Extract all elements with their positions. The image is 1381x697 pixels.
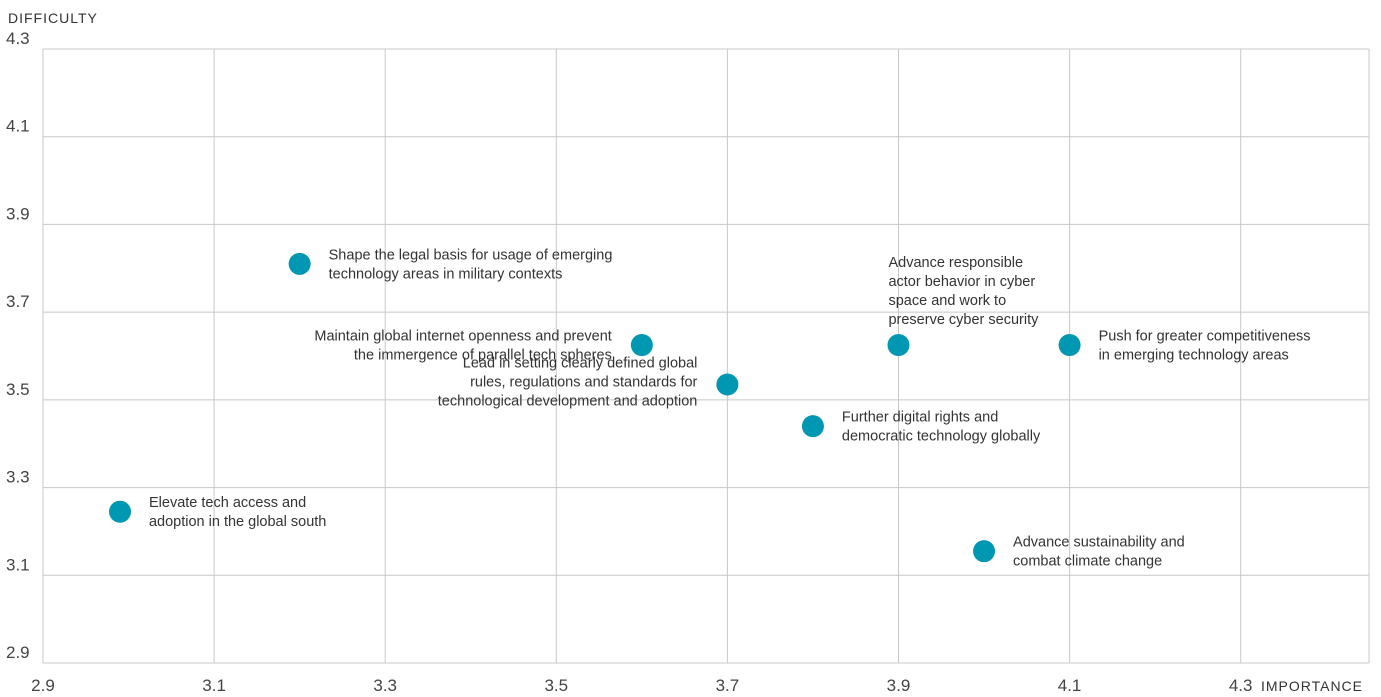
point-label-line: technological development and adoption <box>438 394 698 410</box>
data-points <box>108 252 1081 563</box>
grid <box>42 48 1370 664</box>
y-tick-label: 2.9 <box>6 643 30 662</box>
y-tick-label: 4.3 <box>6 29 30 48</box>
data-point <box>1058 334 1081 357</box>
x-tick-label: 3.7 <box>716 676 740 695</box>
data-point <box>288 252 311 275</box>
y-tick-label: 4.1 <box>6 117 30 136</box>
y-axis-title: DIFFICULTY <box>8 10 98 26</box>
y-tick-label: 3.7 <box>6 292 30 311</box>
point-label-line: the immergence of parallel tech spheres <box>354 348 612 364</box>
x-tick-label: 2.9 <box>31 676 55 695</box>
data-point <box>887 334 910 357</box>
x-tick-label: 3.9 <box>887 676 911 695</box>
point-label-line: Push for greater competitiveness <box>1099 329 1311 345</box>
x-tick-label: 4.3 <box>1229 676 1253 695</box>
point-label-line: preserve cyber security <box>888 312 1039 328</box>
y-tick-label: 3.1 <box>6 555 30 574</box>
point-labels: Shape the legal basis for usage of emerg… <box>149 247 1311 569</box>
x-tick-label: 3.1 <box>202 676 226 695</box>
point-label-line: rules, regulations and standards for <box>470 375 697 391</box>
point-label-line: technology areas in military contexts <box>329 266 563 282</box>
point-label-line: actor behavior in cyber <box>888 274 1035 290</box>
point-label-line: Elevate tech access and <box>149 495 306 511</box>
x-tick-label: 3.3 <box>373 676 397 695</box>
y-tick-label: 3.3 <box>6 468 30 487</box>
point-label-line: democratic technology globally <box>842 429 1041 445</box>
point-label-line: combat climate change <box>1013 554 1162 570</box>
point-label-line: Maintain global internet openness and pr… <box>314 329 611 345</box>
point-label-line: space and work to <box>888 293 1006 309</box>
point-label-line: adoption in the global south <box>149 514 326 530</box>
point-label-line: in emerging technology areas <box>1099 348 1289 364</box>
data-point <box>973 540 996 563</box>
point-label-line: Lead in setting clearly defined global <box>463 356 698 372</box>
data-point <box>630 334 653 357</box>
tick-labels: 2.9 3.1 3.3 3.5 3.7 3.9 4.1 4.3 2.9 3.1 3.3 3.5 3.7 3… <box>6 29 1252 695</box>
data-point <box>108 500 131 523</box>
data-point <box>716 373 739 396</box>
x-tick-label: 4.1 <box>1058 676 1082 695</box>
point-label-line: Further digital rights and <box>842 410 998 426</box>
point-label-line: Shape the legal basis for usage of emerg… <box>329 247 613 263</box>
point-label-line: Advance responsible <box>888 255 1023 271</box>
x-axis-title: IMPORTANCE <box>1261 678 1363 694</box>
y-tick-label: 3.9 <box>6 204 30 223</box>
x-tick-label: 3.5 <box>544 676 568 695</box>
y-tick-label: 3.5 <box>6 380 30 399</box>
data-point <box>801 415 824 438</box>
point-label-line: Advance sustainability and <box>1013 535 1185 551</box>
